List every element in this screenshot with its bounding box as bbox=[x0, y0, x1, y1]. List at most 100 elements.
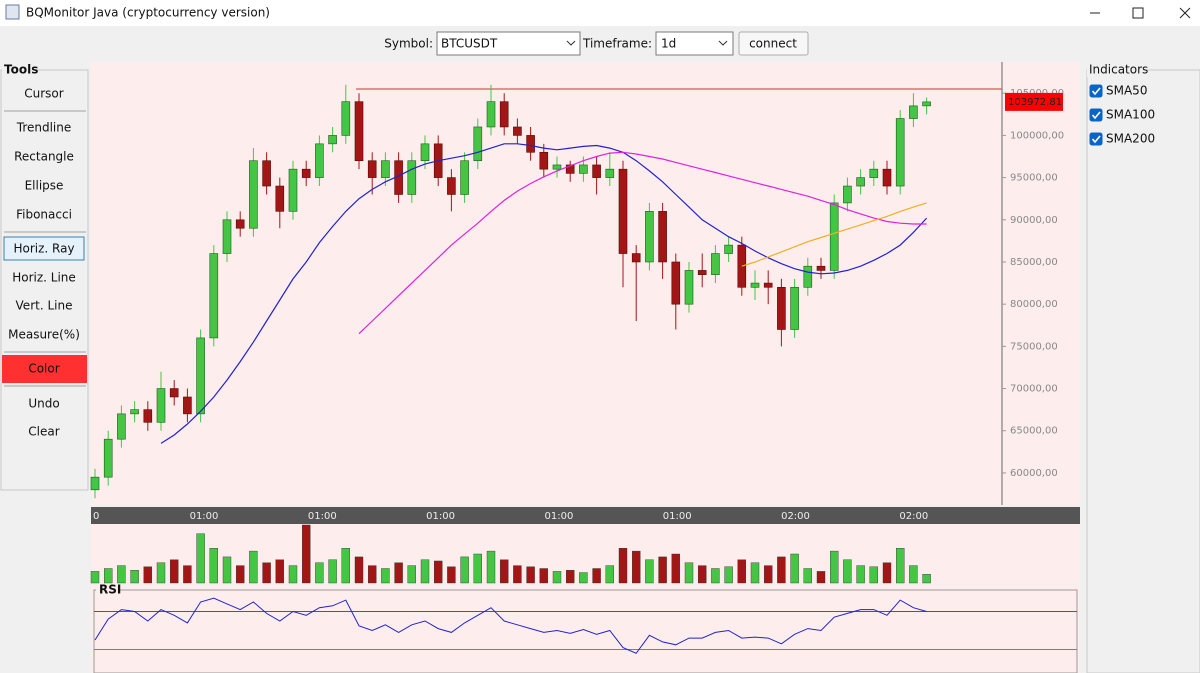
connect-label: connect bbox=[749, 37, 797, 51]
volume-bar bbox=[183, 565, 192, 584]
volume-bar bbox=[830, 550, 839, 584]
sma-line bbox=[160, 143, 928, 444]
candle-body bbox=[777, 286, 786, 330]
candle-body bbox=[288, 168, 298, 212]
volume-bar bbox=[909, 565, 918, 584]
symbol-dropdown[interactable] bbox=[436, 31, 581, 56]
candle-body bbox=[737, 244, 747, 288]
tools-title: Tools bbox=[4, 63, 38, 77]
symbol-label: Symbol: bbox=[384, 37, 433, 51]
volume-bar bbox=[711, 568, 720, 584]
volume-bar bbox=[724, 566, 733, 584]
candle-body bbox=[130, 409, 139, 415]
volume-bar bbox=[552, 571, 562, 584]
volume-bar bbox=[645, 559, 654, 584]
x-tick-label: 01:00 bbox=[190, 511, 219, 522]
volume-bar bbox=[526, 566, 535, 584]
indicator-checkbox[interactable] bbox=[1089, 132, 1103, 146]
tool-label: Undo bbox=[28, 397, 59, 411]
candle-body bbox=[724, 244, 733, 254]
check-mark bbox=[1091, 111, 1101, 120]
candle-body bbox=[750, 282, 760, 288]
volume-bar bbox=[513, 565, 522, 584]
volume-bar bbox=[130, 570, 139, 584]
candle-body bbox=[605, 168, 615, 178]
y-tick-label: 70000,00 bbox=[1010, 384, 1058, 395]
timeframe-dropdown[interactable] bbox=[655, 31, 734, 56]
candle-body bbox=[618, 168, 628, 254]
sma-line bbox=[741, 202, 927, 267]
tools-frame bbox=[0, 69, 89, 491]
candle-body bbox=[539, 151, 549, 170]
volume-bar bbox=[434, 560, 443, 584]
price-panel bbox=[91, 62, 1080, 505]
volume-bar bbox=[117, 565, 126, 584]
y-tick-label: 65000,00 bbox=[1010, 426, 1058, 437]
volume-bar bbox=[896, 548, 905, 584]
candle-body bbox=[895, 118, 905, 187]
tool-selected[interactable] bbox=[3, 236, 85, 261]
candle-body bbox=[447, 177, 456, 195]
volume-bar bbox=[605, 565, 614, 584]
candle-body bbox=[684, 270, 694, 305]
volume-bar bbox=[684, 562, 694, 584]
y-tick-label: 95000,00 bbox=[1010, 173, 1058, 184]
indicators-title-bg bbox=[1087, 63, 1143, 77]
candle-body bbox=[658, 211, 667, 263]
indicator-checkbox[interactable] bbox=[1089, 84, 1103, 98]
last-price-label: 103972,81 bbox=[1008, 97, 1062, 108]
volume-bar bbox=[473, 553, 482, 584]
connect-button[interactable] bbox=[738, 31, 809, 56]
candle-body bbox=[328, 135, 337, 145]
volume-bar bbox=[750, 562, 760, 584]
y-tick-label: 100000,00 bbox=[1010, 130, 1064, 141]
tools-title-bg bbox=[2, 63, 36, 77]
y-tick-label: 90000,00 bbox=[1010, 215, 1058, 226]
volume-bar bbox=[394, 562, 403, 584]
volume-bar bbox=[368, 565, 377, 584]
indicator-checkbox[interactable] bbox=[1089, 108, 1103, 122]
candle-body bbox=[420, 143, 430, 162]
volume-bar bbox=[302, 524, 311, 584]
volume-bar bbox=[262, 562, 271, 584]
candle-body bbox=[856, 177, 865, 187]
volume-bar bbox=[856, 565, 865, 584]
maximize-button[interactable] bbox=[1132, 7, 1144, 19]
volume-bar bbox=[420, 559, 430, 584]
close-button[interactable] bbox=[1179, 7, 1191, 19]
tool-label: Horiz. Line bbox=[12, 271, 76, 285]
tool-label: Cursor bbox=[24, 87, 64, 101]
candle-body bbox=[156, 388, 166, 423]
app-icon bbox=[5, 4, 20, 20]
candle-body bbox=[829, 202, 839, 271]
volume-bar bbox=[235, 565, 245, 584]
volume-bar bbox=[222, 556, 232, 584]
x-tick-label: 01:00 bbox=[308, 511, 337, 522]
candle-body bbox=[843, 185, 852, 204]
candle-body bbox=[499, 101, 509, 128]
candle-body bbox=[711, 253, 720, 275]
tool-label: Rectangle bbox=[14, 150, 74, 164]
time-axis bbox=[91, 507, 1080, 524]
volume-bar bbox=[777, 556, 786, 584]
dropdown-arrow bbox=[566, 40, 576, 46]
color-button[interactable] bbox=[2, 355, 87, 383]
volume-bar bbox=[566, 570, 575, 584]
indicator-label: SMA200 bbox=[1106, 132, 1155, 146]
x-tick-label: 02:00 bbox=[781, 511, 810, 522]
candle-body bbox=[526, 135, 535, 153]
candle-body bbox=[697, 270, 707, 275]
rsi-line bbox=[94, 597, 927, 654]
rsi-frame bbox=[93, 589, 1078, 673]
sma-line bbox=[358, 151, 927, 335]
candle-body bbox=[513, 126, 522, 136]
x-tick-label: 01:00 bbox=[663, 511, 692, 522]
candle-body bbox=[803, 265, 813, 288]
candle-body bbox=[341, 101, 351, 136]
window-title: BQMonitor Java (cryptocurrency version) bbox=[26, 6, 270, 20]
volume-bar bbox=[103, 568, 113, 584]
volume-bar bbox=[632, 550, 641, 584]
volume-bar bbox=[803, 568, 812, 584]
tool-label: Color bbox=[28, 362, 59, 376]
candle-body bbox=[407, 160, 417, 195]
